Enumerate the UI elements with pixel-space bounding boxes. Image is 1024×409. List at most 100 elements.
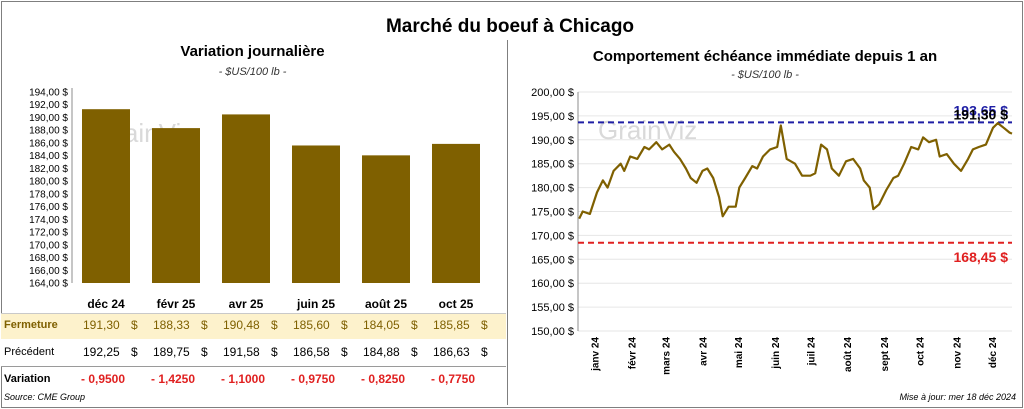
source-note: Source: CME Group [4, 392, 86, 402]
table-cell: 190,48 [223, 318, 260, 332]
y-tick-label: 176,00 $ [29, 202, 68, 213]
low-ref-label: 168,45 $ [954, 249, 1009, 265]
panel-divider [507, 40, 508, 405]
x-tick-label: déc 24 [988, 337, 999, 369]
y-tick-label: 188,00 $ [29, 126, 68, 137]
row-label: Variation [4, 373, 51, 385]
y-tick-label: 168,00 $ [29, 253, 68, 264]
y-tick-label: 170,00 $ [531, 230, 574, 242]
y-tick-label: 160,00 $ [531, 278, 574, 290]
y-tick-label: 172,00 $ [29, 228, 68, 239]
x-tick-label: nov 24 [952, 337, 963, 369]
y-tick-label: 195,00 $ [531, 111, 574, 123]
x-tick-label: oct 25 [439, 297, 474, 311]
update-note: Mise à jour: mer 18 déc 2024 [899, 392, 1016, 402]
y-tick-label: 180,00 $ [29, 177, 68, 188]
bar [222, 114, 270, 283]
left-chart-title: Variation journalière [180, 43, 325, 60]
x-tick-label: avr 25 [229, 297, 264, 311]
table-row-precedent [1, 339, 506, 367]
x-tick-label: févr 25 [157, 297, 196, 311]
currency-symbol: $ [411, 345, 418, 359]
table-cell: - 0,8250 [361, 372, 406, 386]
watermark-text: GrainViz [598, 115, 697, 145]
y-tick-label: 194,00 $ [29, 88, 68, 99]
right-chart-title: Comportement échéance immédiate depuis 1… [592, 48, 938, 65]
last-value-label: 191,30 $ [954, 106, 1009, 122]
bar [82, 109, 130, 283]
table-cell: 185,60 [293, 318, 330, 332]
currency-symbol: $ [201, 318, 208, 332]
table-cell: - 0,7750 [431, 372, 476, 386]
currency-symbol: $ [131, 318, 138, 332]
x-tick-label: févr 24 [627, 337, 638, 370]
y-tick-label: 164,00 $ [29, 279, 68, 290]
high-ref-label: 193,65 $ [954, 102, 1009, 118]
y-tick-label: 174,00 $ [29, 215, 68, 226]
y-tick-label: 185,00 $ [531, 159, 574, 171]
table-cell: - 0,9750 [291, 372, 336, 386]
y-tick-label: 155,00 $ [531, 302, 574, 314]
x-tick-label: oct 24 [916, 337, 927, 366]
table-cell: - 1,1000 [221, 372, 266, 386]
x-tick-label: août 24 [843, 337, 854, 372]
currency-symbol: $ [131, 345, 138, 359]
row-label: Fermeture [4, 319, 58, 331]
y-tick-label: 186,00 $ [29, 138, 68, 149]
right-chart-subtitle: - $US/100 lb - [731, 69, 799, 81]
y-tick-label: 166,00 $ [29, 266, 68, 277]
y-tick-label: 178,00 $ [29, 189, 68, 200]
y-tick-label: 182,00 $ [29, 164, 68, 175]
table-cell: 191,58 [223, 345, 260, 359]
y-tick-label: 190,00 $ [531, 135, 574, 147]
x-tick-label: août 25 [365, 297, 407, 311]
row-label: Précédent [4, 346, 55, 358]
bar [152, 128, 200, 283]
currency-symbol: $ [481, 345, 488, 359]
currency-symbol: $ [411, 318, 418, 332]
table-cell: 184,88 [363, 345, 400, 359]
table-cell: 191,30 [83, 318, 120, 332]
x-tick-label: juin 25 [296, 297, 335, 311]
currency-symbol: $ [341, 318, 348, 332]
y-tick-label: 192,00 $ [29, 100, 68, 111]
currency-symbol: $ [271, 345, 278, 359]
currency-symbol: $ [201, 345, 208, 359]
bar [432, 143, 480, 283]
y-tick-label: 165,00 $ [531, 254, 574, 266]
table-cell: - 1,4250 [151, 372, 196, 386]
currency-symbol: $ [271, 318, 278, 332]
currency-symbol: $ [341, 345, 348, 359]
table-cell: 186,58 [293, 345, 330, 359]
x-tick-label: mars 24 [662, 337, 673, 375]
y-tick-label: 175,00 $ [531, 207, 574, 219]
y-tick-label: 150,00 $ [531, 326, 574, 338]
currency-symbol: $ [481, 318, 488, 332]
x-tick-label: mai 24 [734, 337, 745, 369]
y-tick-label: 180,00 $ [531, 183, 574, 195]
table-cell: 188,33 [153, 318, 190, 332]
x-tick-label: déc 24 [87, 297, 125, 311]
price-line [578, 121, 1013, 220]
table-cell: 189,75 [153, 345, 190, 359]
x-tick-label: sept 24 [880, 337, 891, 372]
bar [292, 145, 340, 283]
y-tick-label: 170,00 $ [29, 240, 68, 251]
table-cell: - 0,9500 [81, 372, 126, 386]
x-tick-label: janv 24 [591, 337, 602, 372]
table-cell: 186,63 [433, 345, 470, 359]
x-tick-label: avr 24 [699, 337, 710, 366]
page-title: Marché du boeuf à Chicago [385, 16, 635, 37]
bar [362, 155, 410, 283]
table-cell: 185,85 [433, 318, 470, 332]
table-cell: 192,25 [83, 345, 120, 359]
y-tick-label: 184,00 $ [29, 151, 68, 162]
y-tick-label: 200,00 $ [531, 87, 574, 99]
left-chart-subtitle: - $US/100 lb - [218, 66, 287, 78]
x-tick-label: juil 24 [806, 337, 817, 367]
table-cell: 184,05 [363, 318, 400, 332]
x-tick-label: juin 24 [771, 337, 782, 370]
y-tick-label: 190,00 $ [29, 113, 68, 124]
